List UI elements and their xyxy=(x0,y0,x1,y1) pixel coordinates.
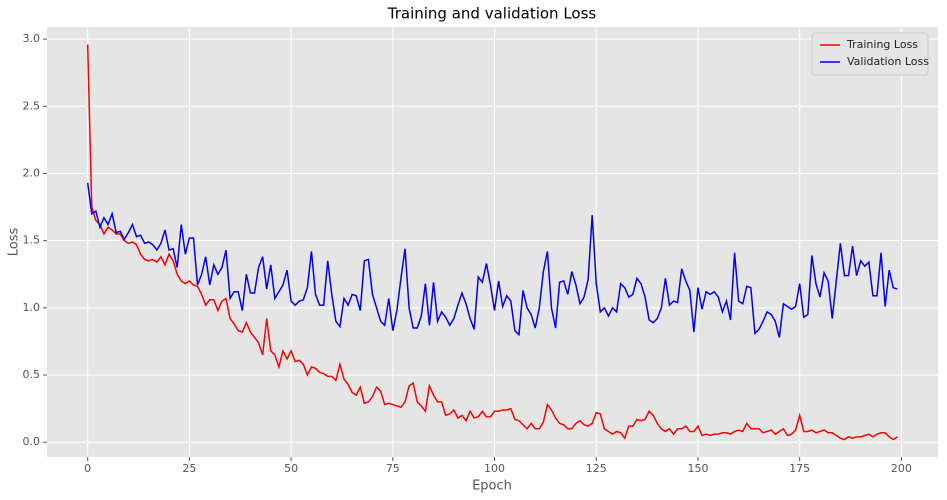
plot-area xyxy=(47,27,938,457)
legend-box xyxy=(811,32,929,76)
x-tick-label: 200 xyxy=(891,462,912,475)
y-tick-label: 2.5 xyxy=(23,99,41,112)
lines xyxy=(86,44,898,441)
chart-title: Training and validation Loss xyxy=(387,5,597,23)
x-tick-label: 0 xyxy=(84,462,91,475)
y-tick-label: 0.5 xyxy=(23,368,41,381)
x-tick-label: 75 xyxy=(386,462,400,475)
grid: 0 25 50 75 100 125 150 175 200 0.0 0.5 1.0 1.5 2.0 2.5… xyxy=(23,27,938,475)
y-tick-label: 3.0 xyxy=(23,32,41,45)
series-line xyxy=(86,182,898,338)
y-tick-label: 0.0 xyxy=(23,435,41,448)
y-tick-label: 2.0 xyxy=(23,166,41,179)
x-tick-label: 100 xyxy=(484,462,505,475)
x-tick-label: 50 xyxy=(284,462,298,475)
y-tick-label: 1.5 xyxy=(23,234,41,247)
y-axis-label: Loss xyxy=(7,228,22,257)
y-tick-label: 1.0 xyxy=(23,301,41,314)
legend-label: Training Loss xyxy=(846,38,918,51)
legend: Training Loss Validation Loss xyxy=(811,32,929,76)
series-line xyxy=(86,44,898,441)
x-tick-label: 150 xyxy=(687,462,708,475)
x-tick-label: 125 xyxy=(586,462,607,475)
x-axis-label: Epoch xyxy=(472,479,512,494)
legend-label: Validation Loss xyxy=(847,55,929,68)
x-tick-label: 25 xyxy=(182,462,196,475)
x-tick-label: 175 xyxy=(789,462,810,475)
